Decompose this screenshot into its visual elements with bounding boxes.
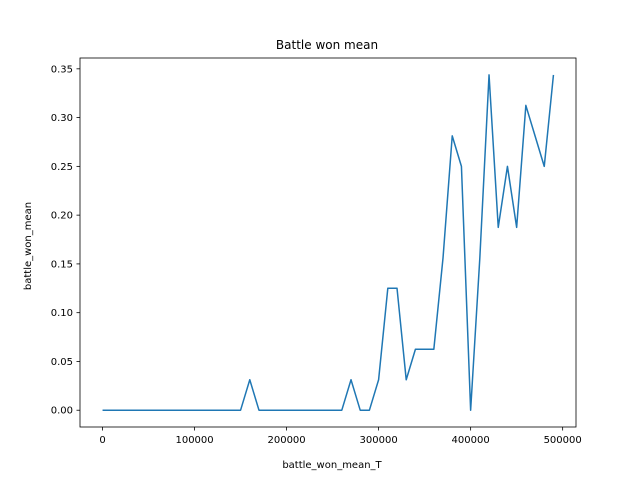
y-tick-label: 0.15 (51, 259, 73, 270)
y-tick-label: 0.20 (51, 211, 73, 222)
chart-title: Battle won mean (276, 38, 378, 52)
x-tick-label: 100000 (175, 435, 213, 446)
x-tick-label: 500000 (544, 435, 582, 446)
y-tick-label: 0.35 (51, 64, 73, 75)
y-tick-label: 0.25 (51, 162, 73, 173)
y-tick-label: 0.10 (51, 308, 73, 319)
plot-area: 0 100000 200000 300000 400000 500000 0.00 0.05 0… (51, 57, 582, 446)
y-axis-label: battle_won_mean (23, 202, 34, 290)
axes-frame (79, 57, 577, 428)
y-tick-label: 0.30 (51, 113, 73, 124)
series-line-0 (102, 74, 555, 411)
x-tick-label: 300000 (360, 435, 398, 446)
x-tick-label: 200000 (267, 435, 305, 446)
y-tick-label: 0.05 (51, 357, 73, 368)
x-axis-label: battle_won_mean_T (282, 460, 382, 471)
y-tick-label: 0.00 (51, 406, 73, 417)
x-tick-label: 0 (99, 435, 105, 446)
x-tick-label: 400000 (452, 435, 490, 446)
